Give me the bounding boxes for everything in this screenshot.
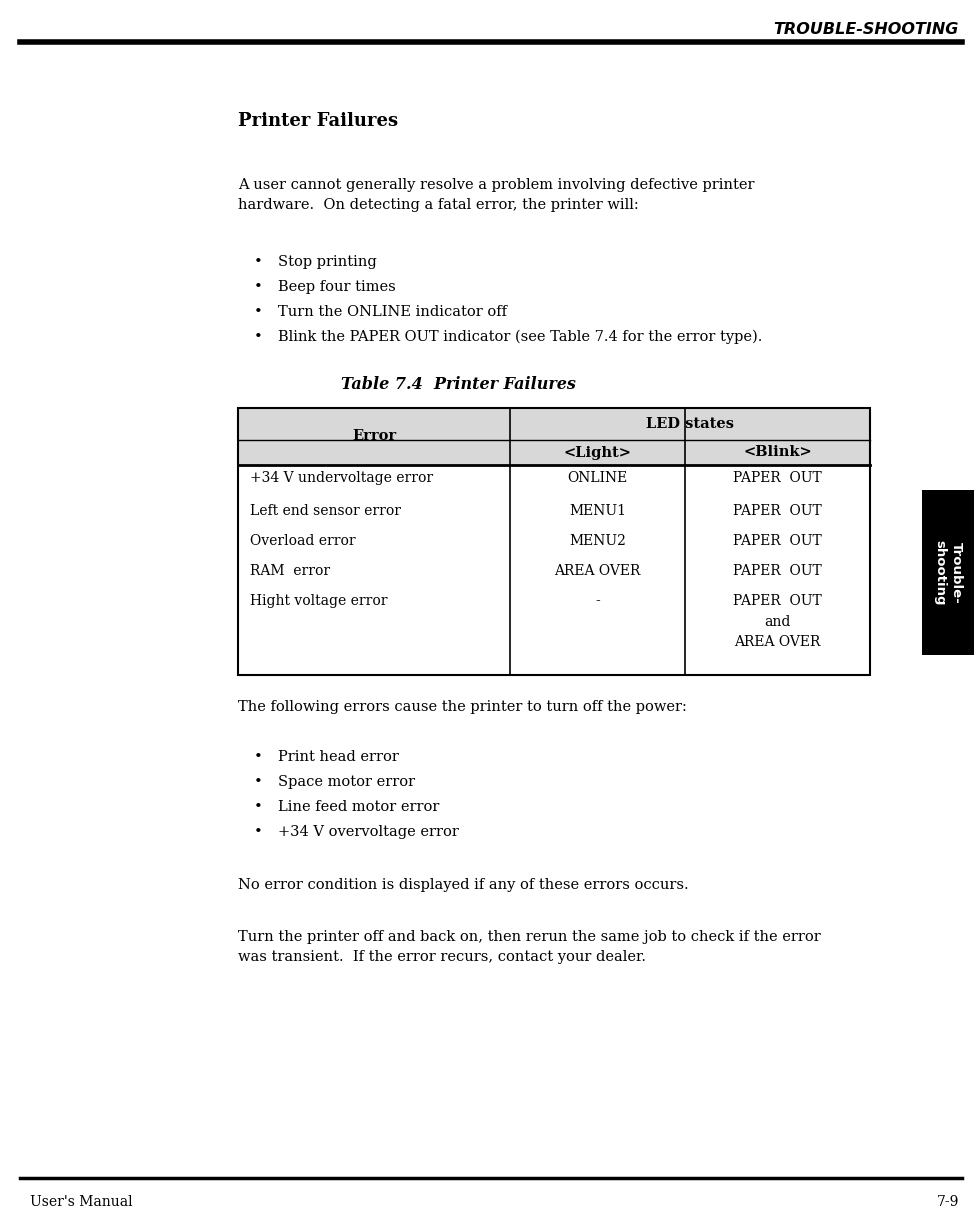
Text: 7-9: 7-9 bbox=[937, 1195, 959, 1209]
Text: PAPER  OUT
and
AREA OVER: PAPER OUT and AREA OVER bbox=[733, 594, 822, 650]
Bar bbox=[238, 408, 870, 464]
Text: PAPER  OUT: PAPER OUT bbox=[733, 534, 822, 549]
Text: PAPER  OUT: PAPER OUT bbox=[733, 503, 822, 518]
Text: Space motor error: Space motor error bbox=[278, 775, 415, 789]
Text: -: - bbox=[595, 594, 600, 608]
Text: ONLINE: ONLINE bbox=[568, 471, 627, 485]
Text: No error condition is displayed if any of these errors occurs.: No error condition is displayed if any o… bbox=[238, 878, 689, 892]
Text: •: • bbox=[254, 280, 263, 294]
Text: Print head error: Print head error bbox=[278, 750, 399, 764]
Text: •: • bbox=[254, 800, 263, 814]
Text: Line feed motor error: Line feed motor error bbox=[278, 800, 440, 814]
Text: MENU2: MENU2 bbox=[569, 534, 626, 549]
Text: LED states: LED states bbox=[646, 417, 734, 432]
Text: Trouble-
shooting: Trouble- shooting bbox=[933, 540, 962, 606]
Text: AREA OVER: AREA OVER bbox=[554, 564, 641, 578]
Text: •: • bbox=[254, 330, 263, 344]
Bar bbox=[238, 408, 870, 675]
Text: •: • bbox=[254, 305, 263, 319]
Bar bbox=[922, 490, 974, 655]
Text: MENU1: MENU1 bbox=[569, 503, 626, 518]
Text: Left end sensor error: Left end sensor error bbox=[250, 503, 401, 518]
Text: TROUBLE-SHOOTING: TROUBLE-SHOOTING bbox=[774, 22, 959, 37]
Text: Turn the printer off and back on, then rerun the same job to check if the error: Turn the printer off and back on, then r… bbox=[238, 930, 821, 944]
Text: Stop printing: Stop printing bbox=[278, 255, 377, 269]
Text: Printer Failures: Printer Failures bbox=[238, 112, 398, 130]
Bar bbox=[238, 408, 870, 675]
Text: User's Manual: User's Manual bbox=[30, 1195, 133, 1209]
Text: The following errors cause the printer to turn off the power:: The following errors cause the printer t… bbox=[238, 700, 687, 714]
Text: <Blink>: <Blink> bbox=[743, 445, 812, 460]
Text: Beep four times: Beep four times bbox=[278, 280, 396, 294]
Text: •: • bbox=[254, 750, 263, 764]
Text: Hight voltage error: Hight voltage error bbox=[250, 594, 388, 608]
Text: <Light>: <Light> bbox=[564, 445, 631, 460]
Text: was transient.  If the error recurs, contact your dealer.: was transient. If the error recurs, cont… bbox=[238, 950, 646, 964]
Text: +34 V overvoltage error: +34 V overvoltage error bbox=[278, 825, 459, 839]
Text: •: • bbox=[254, 825, 263, 839]
Text: Blink the PAPER OUT indicator (see Table 7.4 for the error type).: Blink the PAPER OUT indicator (see Table… bbox=[278, 330, 762, 345]
Text: •: • bbox=[254, 775, 263, 789]
Text: Table 7.4  Printer Failures: Table 7.4 Printer Failures bbox=[341, 375, 575, 393]
Text: RAM  error: RAM error bbox=[250, 564, 330, 578]
Text: PAPER  OUT: PAPER OUT bbox=[733, 471, 822, 485]
Text: Error: Error bbox=[352, 429, 396, 444]
Text: Overload error: Overload error bbox=[250, 534, 356, 549]
Text: PAPER  OUT: PAPER OUT bbox=[733, 564, 822, 578]
Text: •: • bbox=[254, 255, 263, 269]
Text: +34 V undervoltage error: +34 V undervoltage error bbox=[250, 471, 433, 485]
Text: A user cannot generally resolve a problem involving defective printer: A user cannot generally resolve a proble… bbox=[238, 178, 754, 193]
Text: hardware.  On detecting a fatal error, the printer will:: hardware. On detecting a fatal error, th… bbox=[238, 197, 639, 212]
Text: Turn the ONLINE indicator off: Turn the ONLINE indicator off bbox=[278, 305, 507, 319]
